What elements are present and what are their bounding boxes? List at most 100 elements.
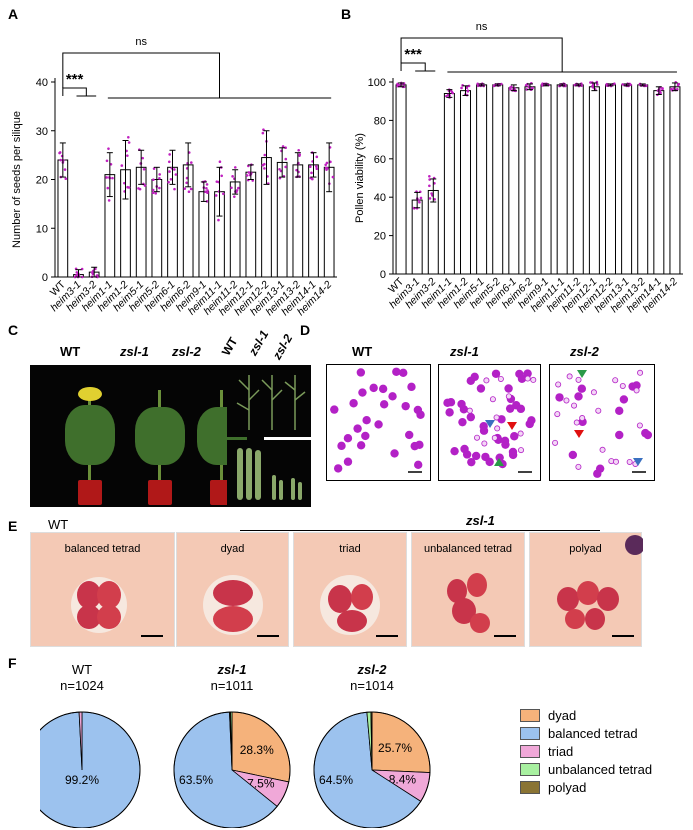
data-dot — [428, 174, 431, 178]
data-dot — [308, 165, 312, 169]
data-dot — [658, 89, 662, 93]
viable-pollen — [619, 395, 629, 404]
data-dot — [460, 86, 463, 90]
data-dot — [158, 177, 161, 180]
data-dot — [218, 160, 222, 164]
aborted-pollen — [626, 458, 633, 465]
data-dot — [310, 171, 313, 175]
aborted-pollen — [566, 373, 573, 380]
viable-pollen — [527, 416, 536, 425]
viable-pollen — [632, 381, 641, 390]
plant-label-zsl2: zsl-2 — [172, 344, 201, 359]
meiosis-label-wt: WT — [48, 517, 69, 532]
y-tick-label: 0 — [380, 269, 386, 281]
viable-pollen — [466, 412, 476, 422]
bar-heim6-1 — [508, 87, 520, 275]
data-dot — [419, 196, 423, 200]
data-dot — [214, 194, 218, 197]
aborted-pollen — [555, 381, 562, 388]
pollen-label-zsl1: zsl-1 — [450, 344, 479, 359]
bar-heim11-1 — [556, 84, 568, 275]
viable-pollen — [343, 457, 353, 466]
data-dot — [206, 191, 209, 195]
blue-arrowhead — [485, 420, 495, 428]
viable-pollen — [378, 384, 388, 394]
data-dot — [284, 157, 288, 161]
legend-swatch — [520, 745, 540, 758]
aborted-pollen — [579, 415, 586, 422]
data-dot — [63, 168, 67, 171]
meiosis-polyad: polyad — [529, 532, 643, 647]
data-dot — [466, 90, 470, 93]
data-dot — [329, 160, 332, 164]
bar-heim9-1 — [540, 84, 552, 275]
data-dot — [278, 167, 281, 171]
viable-pollen — [510, 432, 519, 441]
pie-count: n=1014 — [350, 678, 394, 693]
data-dot — [169, 177, 173, 181]
pie-slice-label: 8.4% — [389, 773, 417, 787]
data-dot — [168, 153, 171, 156]
data-dot — [331, 175, 335, 179]
viable-pollen — [517, 374, 527, 383]
data-dot — [428, 184, 431, 188]
pollen-micrographs — [326, 364, 655, 481]
data-dot — [311, 177, 314, 181]
data-dot — [127, 141, 131, 144]
ns-bracket — [62, 52, 220, 98]
sig-bracket — [62, 87, 87, 96]
data-dot — [174, 173, 178, 176]
data-dot — [158, 173, 162, 176]
bar-heim5-2 — [492, 84, 504, 275]
viable-pollen — [349, 399, 358, 408]
data-dot — [428, 197, 432, 200]
legend-swatch — [520, 763, 540, 776]
aborted-pollen — [575, 463, 582, 470]
data-dot — [58, 151, 62, 154]
legend-label: triad — [548, 744, 574, 759]
aborted-pollen — [563, 397, 570, 404]
aborted-pollen — [575, 376, 582, 383]
viable-pollen — [374, 420, 383, 429]
y-tick-label: 20 — [374, 231, 386, 243]
data-dot — [233, 166, 237, 169]
y-tick-label: 20 — [36, 175, 48, 187]
data-dot — [297, 148, 300, 152]
data-dot — [154, 192, 158, 195]
bar-heim13-2 — [637, 84, 649, 275]
data-dot — [418, 200, 421, 204]
viable-pollen — [508, 450, 518, 460]
legend-item-balanced-tetrad: balanced tetrad — [520, 726, 638, 741]
plant-zsl1 — [130, 385, 190, 505]
data-dot — [106, 186, 110, 190]
data-dot — [141, 156, 145, 160]
data-dot — [151, 188, 155, 192]
data-dot — [263, 167, 266, 170]
data-dot — [605, 84, 609, 87]
viable-pollen — [615, 430, 624, 440]
viable-pollen — [462, 450, 472, 459]
legend-item-triad: triad — [520, 744, 573, 759]
data-dot — [284, 146, 287, 150]
viable-pollen — [379, 400, 389, 409]
aborted-pollen — [524, 375, 531, 382]
data-dot — [217, 218, 220, 222]
viable-pollen — [392, 367, 401, 376]
meiosis-triad: triad — [293, 532, 407, 647]
data-dot — [127, 135, 130, 139]
data-dot — [261, 163, 265, 167]
aborted-pollen — [491, 434, 498, 441]
viable-pollen — [410, 441, 419, 451]
data-dot — [75, 271, 79, 274]
data-dot — [595, 83, 599, 86]
data-dot — [152, 167, 156, 170]
panel-label-b: B — [341, 6, 352, 22]
pie-genotype: zsl-1 — [217, 662, 247, 677]
viable-pollen — [353, 424, 362, 433]
data-dot — [204, 190, 207, 194]
ns-label: ns — [135, 36, 147, 48]
aborted-pollen — [613, 458, 620, 465]
aborted-pollen — [497, 375, 504, 382]
data-dot — [142, 167, 146, 171]
